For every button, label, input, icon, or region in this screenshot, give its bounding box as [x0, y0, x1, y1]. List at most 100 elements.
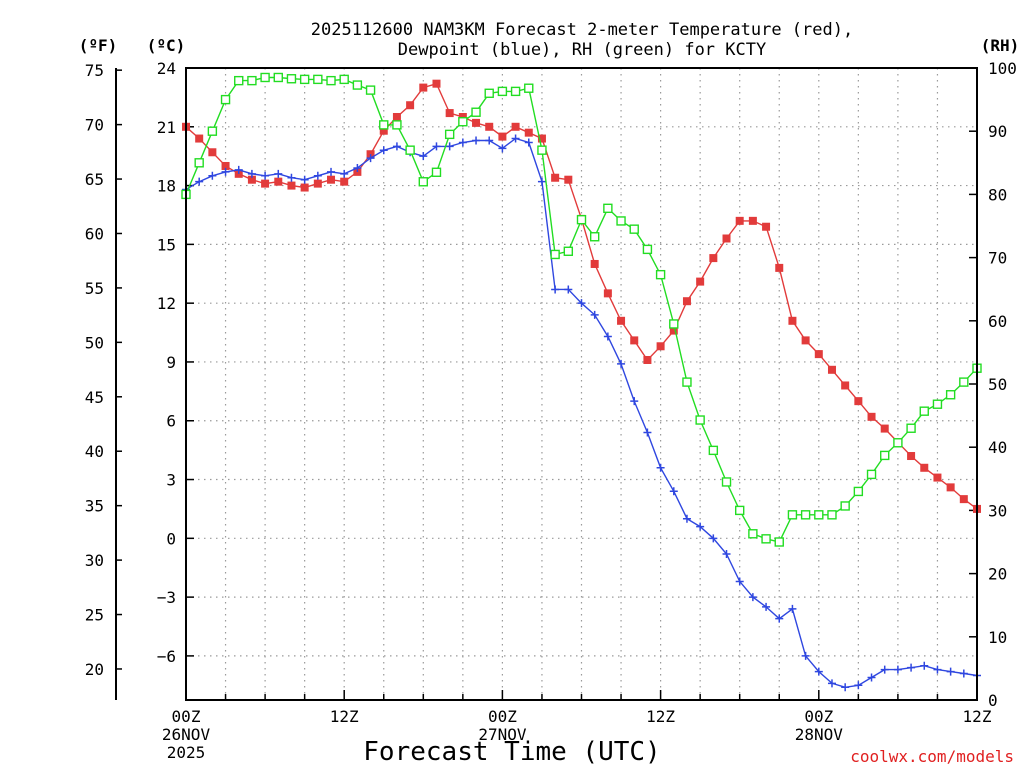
rh-point	[484, 88, 494, 98]
dewpoint-point	[762, 602, 771, 611]
fahrenheit-tick-label: 20	[85, 660, 104, 679]
rh-point	[932, 399, 943, 409]
time-tick-label: 26NOV	[162, 725, 211, 744]
dewpoint-point	[959, 669, 968, 678]
dewpoint-point	[247, 169, 256, 178]
rh-point	[510, 86, 521, 97]
dewpoint-point	[788, 604, 797, 613]
rh-point	[853, 486, 864, 497]
celsius-axis-unit: (ºC)	[147, 36, 186, 55]
rh-point	[787, 510, 798, 520]
rh-point	[537, 145, 547, 155]
rh-tick-label: 50	[988, 375, 1007, 394]
dewpoint-point	[920, 661, 929, 670]
rh-point	[418, 177, 428, 187]
time-tick-label: 00Z	[804, 707, 833, 726]
rh-point	[800, 510, 811, 520]
celsius-tick-label: 21	[157, 118, 176, 137]
temperature-point	[287, 181, 296, 190]
rh-tick-label: 10	[988, 628, 1007, 647]
dewpoint-point	[643, 428, 652, 437]
dewpoint-point	[432, 142, 441, 151]
rh-tick-label: 100	[988, 59, 1017, 78]
temperature-point	[841, 381, 850, 390]
temperature-point	[801, 336, 810, 345]
dewpoint-point	[472, 136, 481, 145]
rh-tick-label: 40	[988, 438, 1007, 457]
dewpoint-point	[669, 487, 678, 496]
temperature-point	[814, 350, 823, 359]
temperature-point	[445, 109, 454, 118]
temperature-point	[933, 473, 942, 482]
dewpoint-point	[933, 665, 942, 674]
dewpoint-point	[893, 665, 902, 674]
rh-point	[247, 75, 257, 86]
dewpoint-point	[551, 285, 560, 294]
dewpoint-point	[221, 167, 230, 176]
dewpoint-point	[946, 667, 955, 676]
rh-point	[471, 107, 481, 117]
rh-point	[827, 510, 837, 520]
celsius-tick-label: 12	[157, 294, 176, 313]
rh-point	[945, 390, 956, 400]
dewpoint-point	[880, 665, 889, 674]
rh-point	[431, 167, 442, 177]
dewpoint-point	[907, 663, 916, 672]
temperature-point	[472, 118, 481, 127]
rh-point	[220, 94, 231, 105]
temperature-point	[696, 277, 705, 286]
temperature-point	[300, 183, 309, 192]
rh-tick-label: 30	[988, 501, 1007, 520]
time-tick-label: 12Z	[963, 707, 992, 726]
fahrenheit-axis: 75 70 65 60 55 50 45 40 35 30 25 20	[85, 61, 122, 700]
temperature-point	[946, 483, 955, 492]
temperature-point	[379, 126, 388, 135]
dewpoint-point	[366, 154, 375, 163]
temperature-point	[827, 365, 836, 374]
temperature-point	[313, 179, 322, 188]
temperature-point	[748, 216, 757, 225]
temperature-point	[617, 316, 626, 325]
dewpoint-point	[287, 173, 296, 182]
rh-tick-label: 20	[988, 565, 1007, 584]
celsius-tick-label: 0	[166, 529, 176, 548]
temperature-point	[722, 234, 731, 243]
dewpoint-point	[300, 175, 309, 184]
fahrenheit-tick-label: 70	[85, 116, 104, 135]
temperature-point	[406, 101, 415, 110]
fahrenheit-tick-label: 65	[85, 170, 104, 189]
rh-point	[708, 445, 719, 456]
rh-point	[642, 244, 653, 255]
temperature-point	[485, 122, 494, 131]
dewpoint-point	[682, 514, 691, 523]
rh-point	[603, 203, 613, 214]
rh-point	[392, 120, 402, 130]
rh-point	[352, 80, 363, 90]
rh-point	[616, 216, 626, 226]
rh-point	[365, 85, 376, 95]
dewpoint-point	[261, 171, 270, 180]
dewpoint-point	[590, 310, 599, 319]
temperature-point	[432, 79, 441, 88]
dewpoint-point	[327, 167, 336, 176]
temperature-point	[340, 177, 349, 186]
rh-tick-label: 70	[988, 249, 1007, 268]
temperature-point	[419, 83, 428, 92]
plot-frame	[185, 67, 978, 701]
dewpoint-point	[867, 673, 876, 682]
dewpoint-point	[340, 169, 349, 178]
dewpoint-point	[814, 667, 823, 676]
temperature-point	[643, 355, 652, 364]
temperature-point	[247, 175, 256, 184]
rh-point	[959, 377, 969, 387]
dewpoint-point	[801, 651, 810, 660]
rh-point	[313, 74, 323, 85]
temperature-point	[656, 342, 665, 351]
rh-point	[866, 469, 877, 480]
temperature-point	[907, 452, 916, 461]
rh-point	[563, 246, 574, 256]
rh-point	[682, 377, 692, 387]
